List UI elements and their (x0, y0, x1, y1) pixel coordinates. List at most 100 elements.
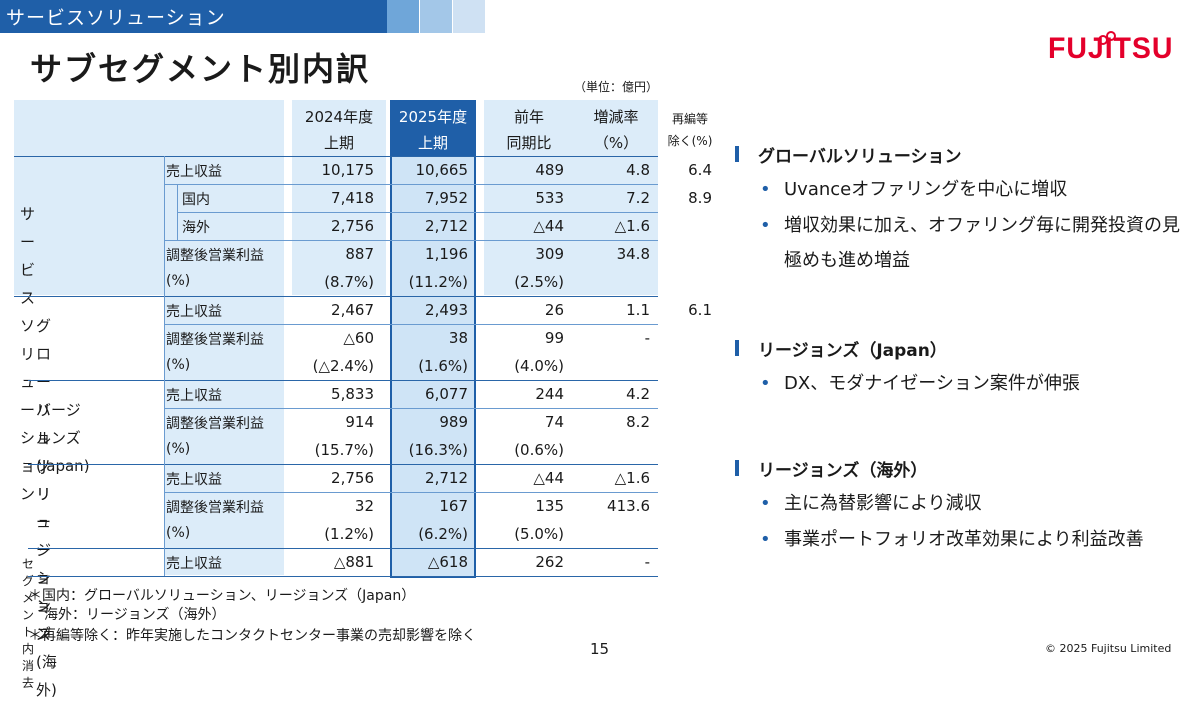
row-label: (%) (166, 273, 191, 289)
header-yoy: 前年 同期比 (506, 108, 552, 152)
cell-fy2024: (1.2%) (324, 525, 374, 543)
cell-yoy: 135 (535, 497, 564, 515)
cell-yoy: 99 (544, 329, 564, 347)
header-fill-yoy (484, 100, 658, 156)
row-label: (%) (166, 525, 191, 541)
cell-rate: 7.2 (626, 189, 650, 207)
cell-fy2025: (1.6%) (418, 357, 468, 375)
cell-fy2024: 887 (345, 245, 374, 263)
cell-fy2025: 2,712 (425, 217, 468, 235)
band-decoration-2 (420, 0, 452, 33)
row-label: 調整後営業利益 (166, 248, 264, 264)
bullet-icon: • (760, 493, 771, 514)
cell-fy2025: 6,077 (425, 385, 468, 403)
cell-rate: 4.8 (626, 161, 650, 179)
section-label: サービスソリューション (6, 7, 226, 29)
cell-fy2025: 2,712 (425, 469, 468, 487)
fill-2024-svc (292, 156, 386, 295)
footnote-2: 海外：リージョンズ（海外） (44, 607, 226, 623)
cell-rate: - (644, 329, 650, 347)
bullet-icon: • (760, 529, 771, 550)
cell-yoy: (4.0%) (514, 357, 564, 375)
bullet-text: Uvanceオファリングを中心に増収 (784, 179, 1068, 200)
footnote-3: ＊再編等除く：昨年実施したコンタクトセンター事業の売却影響を除く (28, 628, 476, 644)
header-rate: 増減率 （%） (593, 108, 639, 152)
cell-yoy: 74 (544, 413, 564, 431)
row-label: 売上収益 (166, 472, 222, 488)
row-line (177, 212, 658, 213)
cell-rate: 8.2 (626, 413, 650, 431)
cell-fy2024: △60 (343, 329, 374, 347)
cell-rate: 34.8 (616, 245, 650, 263)
cell-fy2025: 2,493 (425, 301, 468, 319)
cell-rate: - (644, 553, 650, 571)
cell-yoy: 533 (535, 189, 564, 207)
cell-reorg: 6.1 (688, 301, 712, 319)
row-label: 売上収益 (166, 556, 222, 572)
header-fy2024: 2024年度 上期 (304, 108, 374, 152)
row-line (164, 324, 658, 325)
group-line (28, 380, 658, 381)
bullet-text: 増収効果に加え、オファリング毎に開発投資の見極めも進め増益 (784, 215, 1180, 271)
table-bottom (28, 576, 658, 577)
cell-reorg: 8.9 (688, 189, 712, 207)
cell-yoy: (2.5%) (514, 273, 564, 291)
bullet-text: 事業ポートフォリオ改革効果により利益改善 (784, 529, 1144, 550)
group-regions-japan: リージョンズ (Japan) (36, 401, 90, 475)
cell-rate: △1.6 (614, 217, 650, 235)
bullet-icon: • (760, 179, 771, 200)
cell-rate: △1.6 (614, 469, 650, 487)
row-label: 売上収益 (166, 304, 222, 320)
band-decoration-3 (453, 0, 485, 33)
cell-reorg: 6.4 (688, 161, 712, 179)
bullet-text: 主に為替影響により減収 (784, 493, 982, 514)
row-line (164, 492, 658, 493)
band-decoration-1 (387, 0, 419, 33)
header-divider (14, 156, 658, 157)
bullet-icon: • (760, 215, 771, 236)
row-label: 売上収益 (166, 164, 222, 180)
cell-yoy: 309 (535, 245, 564, 263)
cell-yoy: △44 (533, 469, 564, 487)
row-label: (%) (166, 357, 191, 373)
group-service-solution: サービス ソリューション (20, 205, 36, 503)
cell-yoy: (5.0%) (514, 525, 564, 543)
cell-rate: 1.1 (626, 301, 650, 319)
col-line (164, 156, 165, 576)
group-global-solution: グローバル ソリューション (36, 317, 52, 643)
cell-fy2025: 38 (448, 329, 468, 347)
bullet-text: DX、モダナイゼーション案件が伸張 (784, 373, 1080, 394)
cell-fy2024: 32 (354, 497, 374, 515)
cell-yoy: 26 (544, 301, 564, 319)
page-number: 15 (590, 640, 610, 658)
cell-rate: 4.2 (626, 385, 650, 403)
cell-fy2024: 5,833 (331, 385, 374, 403)
col-line (177, 184, 178, 240)
page-title: サブセグメント別内訳 (30, 50, 371, 88)
header-reorg: 再編等 除く(%) (667, 112, 713, 148)
highlight-2025-column (390, 100, 476, 578)
section-title: リージョンズ（Japan） (735, 336, 947, 361)
row-label: 調整後営業利益 (166, 332, 264, 348)
row-label: 調整後営業利益 (166, 416, 264, 432)
cell-fy2024: 2,467 (331, 301, 374, 319)
copyright: © 2025 Fujitsu Limited (1045, 642, 1172, 655)
row-label: 海外 (182, 220, 210, 236)
row-line (164, 240, 658, 241)
cell-fy2025: (16.3%) (408, 441, 468, 459)
cell-fy2024: 7,418 (331, 189, 374, 207)
cell-fy2025: 989 (439, 413, 468, 431)
group-line (14, 296, 658, 297)
section-title: グローバルソリューション (735, 142, 962, 167)
section-band: サービスソリューション (0, 0, 387, 33)
cell-rate: 413.6 (607, 497, 650, 515)
row-label: 売上収益 (166, 388, 222, 404)
cell-fy2024: 914 (345, 413, 374, 431)
footnote-1: ＊国内：グローバルソリューション、リージョンズ（Japan） (28, 588, 416, 604)
cell-yoy: △44 (533, 217, 564, 235)
logo-wordmark: FUJITSU (1048, 32, 1174, 65)
section-title: リージョンズ（海外） (734, 456, 927, 481)
cell-fy2025: 10,665 (415, 161, 469, 179)
cell-yoy: 489 (535, 161, 564, 179)
cell-fy2024: (15.7%) (314, 441, 374, 459)
